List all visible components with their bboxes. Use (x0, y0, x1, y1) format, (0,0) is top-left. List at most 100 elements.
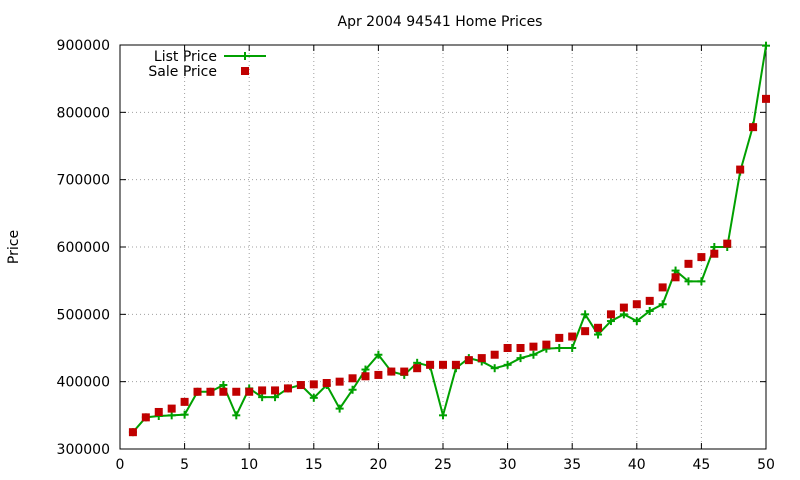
legend-marker-list-price (241, 52, 249, 60)
x-tick-label: 25 (434, 457, 452, 473)
sale-price-point (658, 283, 667, 292)
list-price-point (167, 411, 176, 420)
sale-price-point (477, 354, 486, 363)
sale-price-point (283, 384, 292, 393)
list-price-point (271, 393, 280, 402)
sale-price-point (296, 381, 305, 390)
x-tick-label: 45 (692, 457, 710, 473)
sale-price-point (180, 397, 189, 406)
list-price-point (361, 365, 370, 374)
list-price-point (710, 243, 719, 251)
sale-price-point (322, 379, 331, 388)
sale-price-point (490, 350, 499, 359)
sale-price-point (684, 259, 693, 268)
list-price-line (132, 45, 767, 433)
y-tick-label: 700000 (57, 173, 110, 189)
sale-price-point (581, 327, 590, 336)
list-price-point (374, 350, 383, 359)
axis-ticks (119, 44, 767, 450)
list-price-point (258, 393, 267, 402)
x-tick-label: 40 (628, 457, 646, 473)
list-price-point (439, 411, 447, 420)
sale-price-point (413, 364, 422, 373)
list-price-point (581, 310, 590, 319)
sale-price-point (632, 300, 641, 309)
y-tick-label: 500000 (57, 307, 110, 323)
list-price-point (697, 277, 706, 286)
sale-price-point (594, 323, 603, 332)
sale-price-point (400, 367, 409, 376)
list-price-point (762, 41, 770, 50)
y-tick-labels: 300000 400000 500000 600000 700000 800000 9000… (57, 38, 110, 458)
x-tick-label: 50 (757, 457, 775, 473)
sale-price-point (141, 413, 150, 422)
sale-price-point (348, 374, 357, 383)
sale-price-point (426, 360, 435, 369)
sale-price-point (374, 370, 383, 379)
sale-price-point (503, 344, 512, 352)
sale-price-point (387, 367, 396, 376)
sale-price-point (335, 377, 344, 386)
sale-price-point (167, 404, 176, 413)
list-price-point (619, 310, 628, 319)
sale-price-point (568, 332, 577, 341)
list-price-point (180, 410, 189, 419)
sale-price-point (128, 428, 137, 437)
data-series (128, 41, 770, 437)
list-price-point (632, 317, 641, 326)
sale-price-point (723, 239, 732, 248)
y-tick-label: 800000 (57, 105, 110, 121)
legend: List Price Sale Price (148, 49, 266, 80)
sale-price-point (206, 387, 215, 396)
sale-price-point (645, 296, 654, 305)
x-tick-label: 30 (499, 457, 517, 473)
x-tick-label: 15 (305, 457, 323, 473)
sale-price-point (619, 303, 628, 312)
sale-price-point (361, 372, 370, 381)
sale-price-point (671, 273, 680, 282)
list-price-point (335, 404, 344, 413)
list-price-point (645, 306, 654, 315)
sale-price-point (529, 342, 538, 351)
x-tick-label: 35 (563, 457, 581, 473)
sale-price-point (464, 356, 473, 365)
sale-price-point (542, 340, 551, 349)
sale-price-point (697, 253, 706, 262)
sale-price-point (710, 249, 719, 258)
sale-price-point (736, 165, 745, 174)
legend-label-list-price: List Price (154, 49, 217, 65)
list-price-point (503, 360, 512, 369)
list-price-point (671, 266, 680, 275)
list-price-point (594, 330, 603, 339)
sale-price-point (555, 333, 564, 342)
list-price-point (348, 385, 357, 394)
sale-price-point (232, 387, 241, 396)
x-tick-labels: 0 5 10 15 20 25 30 35 40 45 50 (116, 457, 775, 473)
sale-price-point (258, 386, 267, 395)
list-price-point (309, 393, 318, 402)
sale-price-point (309, 380, 318, 389)
sale-price-point (154, 407, 163, 416)
sale-price-point (762, 94, 770, 103)
list-price-point (516, 354, 525, 363)
sale-price-point (606, 310, 615, 319)
sale-price-point (245, 387, 254, 396)
sale-price-point (516, 344, 525, 352)
chart-title: Apr 2004 94541 Home Prices (338, 14, 543, 30)
y-tick-label: 300000 (57, 442, 110, 458)
list-price-point (568, 344, 577, 352)
list-price-point (658, 300, 667, 309)
sale-price-point (749, 123, 758, 132)
y-axis-label: Price (6, 230, 22, 264)
list-price-point (219, 381, 228, 390)
list-price-point (529, 350, 538, 359)
legend-label-sale-price: Sale Price (148, 64, 217, 80)
y-tick-label: 900000 (57, 38, 110, 54)
list-price-point (684, 277, 693, 286)
list-price-point (490, 364, 499, 373)
list-price-point (606, 317, 615, 326)
sale-price-point (219, 387, 228, 396)
x-tick-label: 10 (240, 457, 258, 473)
y-tick-label: 600000 (57, 240, 110, 256)
